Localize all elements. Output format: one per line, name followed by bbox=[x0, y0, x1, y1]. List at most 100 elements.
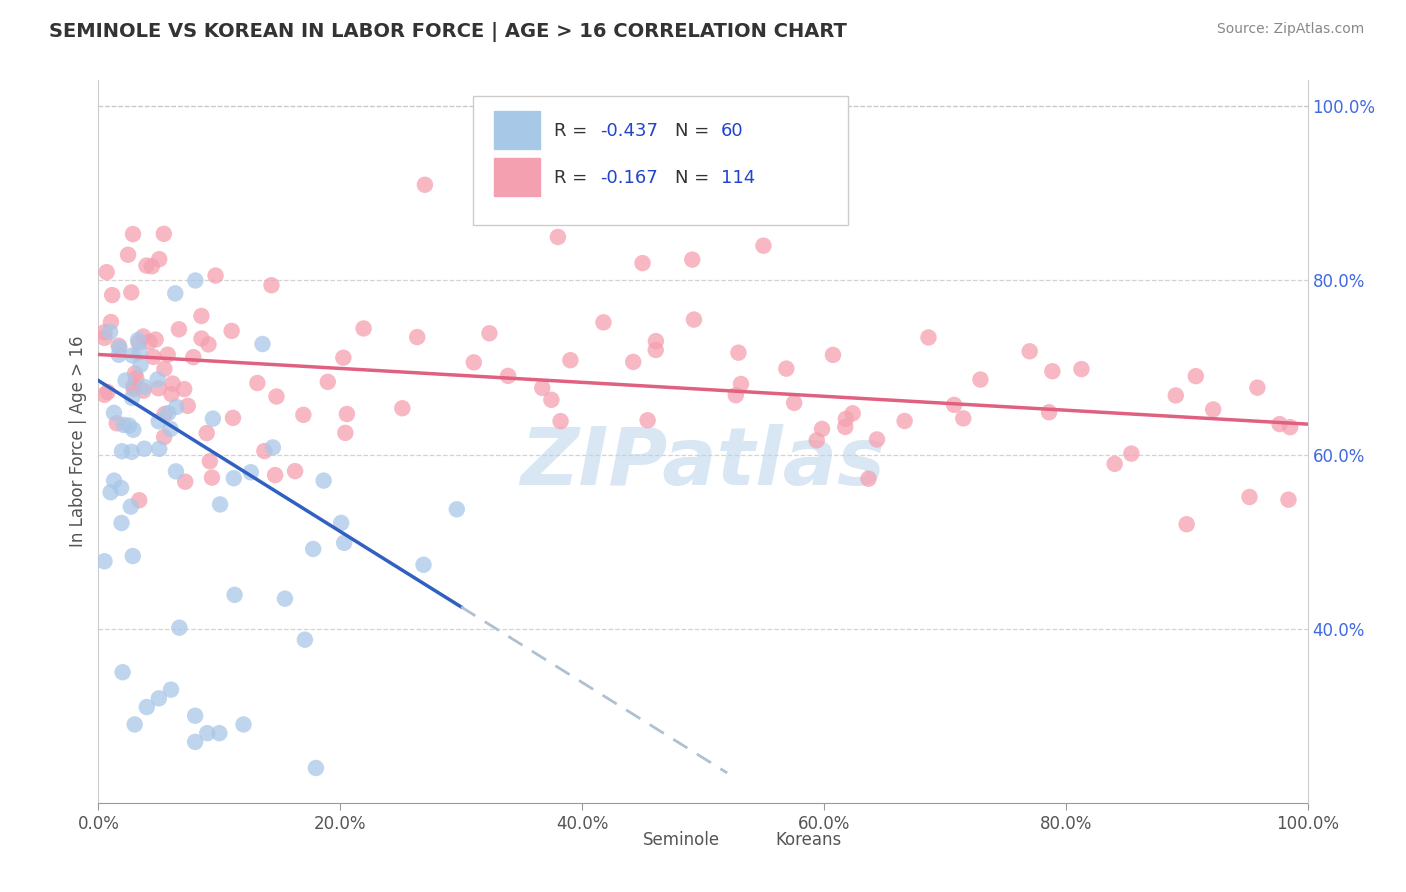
Point bbox=[811, 422, 834, 436]
Point bbox=[201, 411, 224, 425]
Bar bbox=[494, 158, 540, 196]
Point bbox=[550, 414, 572, 428]
Point bbox=[157, 406, 180, 420]
Point bbox=[1121, 446, 1143, 460]
Point bbox=[834, 420, 856, 434]
Point bbox=[129, 358, 152, 372]
Point bbox=[446, 502, 468, 516]
Bar bbox=[734, 826, 768, 854]
Point bbox=[103, 406, 125, 420]
Point bbox=[943, 398, 966, 412]
Point bbox=[668, 203, 690, 218]
Point bbox=[121, 391, 143, 405]
Point bbox=[122, 379, 145, 393]
Point bbox=[148, 381, 170, 395]
Point bbox=[153, 407, 176, 421]
Point bbox=[644, 343, 666, 357]
Bar bbox=[494, 112, 540, 149]
Point bbox=[232, 717, 254, 731]
Point bbox=[1277, 492, 1299, 507]
Point bbox=[412, 558, 434, 572]
Point bbox=[128, 335, 150, 350]
Point bbox=[124, 367, 146, 381]
Point bbox=[110, 481, 132, 495]
Point bbox=[201, 470, 224, 484]
Text: Source: ZipAtlas.com: Source: ZipAtlas.com bbox=[1216, 22, 1364, 37]
Point bbox=[1185, 369, 1208, 384]
Point bbox=[806, 434, 828, 448]
Point bbox=[132, 384, 155, 398]
Point bbox=[1239, 490, 1261, 504]
Point bbox=[107, 348, 129, 362]
Point bbox=[1104, 457, 1126, 471]
Point bbox=[783, 396, 806, 410]
Point bbox=[294, 632, 316, 647]
Point bbox=[222, 410, 245, 425]
Point bbox=[264, 468, 287, 483]
Point bbox=[727, 345, 749, 359]
Point bbox=[197, 337, 219, 351]
Point bbox=[103, 474, 125, 488]
Text: R =: R = bbox=[554, 122, 593, 140]
Point bbox=[98, 325, 121, 339]
Point bbox=[127, 333, 149, 347]
Point bbox=[118, 418, 141, 433]
Point bbox=[135, 700, 157, 714]
Point bbox=[162, 376, 184, 391]
Point bbox=[266, 390, 288, 404]
Point bbox=[190, 332, 212, 346]
Point bbox=[111, 444, 134, 458]
Point bbox=[93, 325, 115, 339]
Point bbox=[148, 414, 170, 428]
Point bbox=[866, 433, 889, 447]
Point bbox=[336, 407, 359, 421]
Point bbox=[122, 423, 145, 437]
Point bbox=[531, 381, 554, 395]
Point bbox=[110, 516, 132, 530]
FancyBboxPatch shape bbox=[474, 96, 848, 225]
Point bbox=[134, 380, 156, 394]
Point bbox=[153, 227, 176, 241]
Text: 114: 114 bbox=[721, 169, 755, 186]
Point bbox=[195, 726, 218, 740]
Point bbox=[208, 726, 231, 740]
Point bbox=[312, 474, 335, 488]
Point bbox=[224, 588, 246, 602]
Point bbox=[184, 708, 207, 723]
Point bbox=[112, 417, 135, 432]
Point bbox=[413, 178, 436, 192]
Point bbox=[100, 315, 122, 329]
Point bbox=[160, 682, 183, 697]
Point bbox=[122, 382, 145, 396]
Point bbox=[114, 374, 136, 388]
Point bbox=[917, 330, 939, 344]
Point bbox=[125, 371, 148, 385]
Point bbox=[93, 388, 115, 402]
Point bbox=[165, 400, 187, 414]
Point bbox=[138, 334, 160, 349]
Point bbox=[560, 353, 582, 368]
Text: R =: R = bbox=[554, 169, 593, 186]
Point bbox=[156, 348, 179, 362]
Text: 60: 60 bbox=[721, 122, 744, 140]
Point bbox=[284, 464, 307, 478]
Point bbox=[222, 471, 245, 485]
Text: Koreans: Koreans bbox=[776, 831, 842, 849]
Point bbox=[165, 286, 187, 301]
Point bbox=[316, 375, 339, 389]
Point bbox=[120, 285, 142, 300]
Point bbox=[592, 315, 614, 329]
Point bbox=[496, 368, 519, 383]
Point bbox=[183, 350, 205, 364]
Text: N =: N = bbox=[675, 122, 716, 140]
Point bbox=[153, 430, 176, 444]
Point bbox=[132, 329, 155, 343]
Point bbox=[165, 464, 187, 478]
Point bbox=[111, 665, 134, 680]
Point bbox=[121, 445, 143, 459]
Point bbox=[204, 268, 226, 283]
Point bbox=[302, 541, 325, 556]
Point bbox=[969, 372, 991, 386]
Point bbox=[174, 475, 197, 489]
Point bbox=[333, 536, 356, 550]
